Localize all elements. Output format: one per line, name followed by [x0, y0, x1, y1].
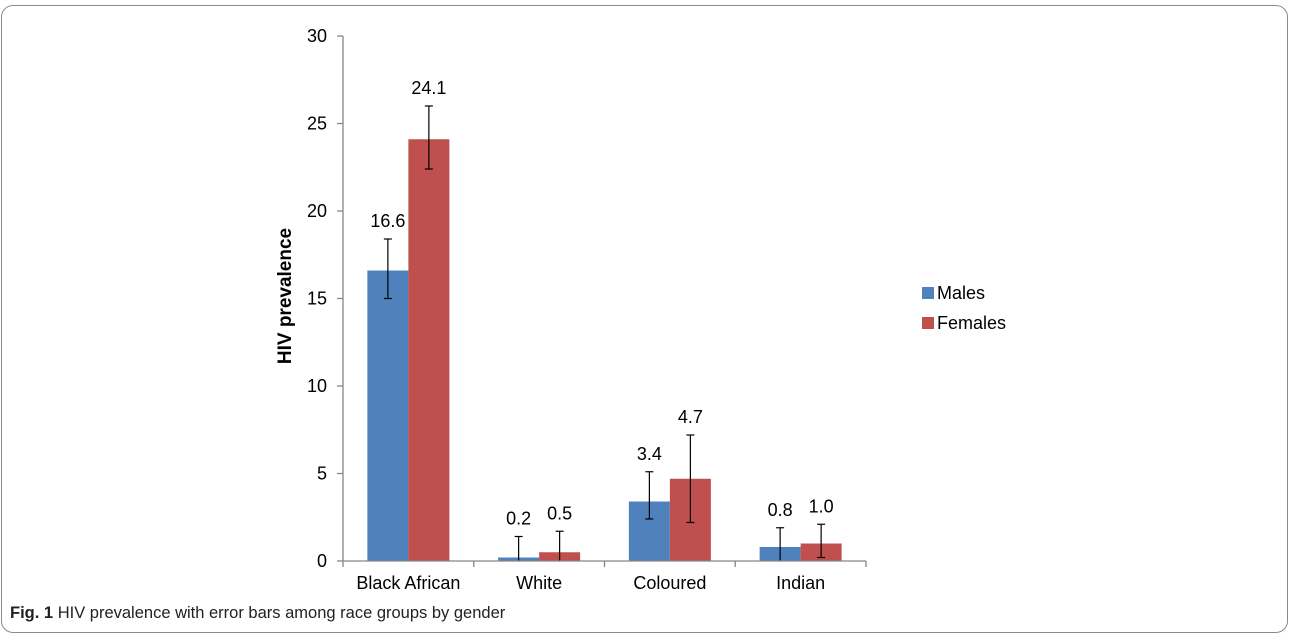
legend-swatch-females [922, 317, 934, 329]
figure-caption: Fig. 1 HIV prevalence with error bars am… [10, 604, 505, 623]
y-tick-label: 30 [307, 26, 327, 46]
data-label: 0.5 [547, 503, 572, 523]
data-label: 16.6 [370, 211, 405, 231]
data-label: 1.0 [809, 496, 834, 516]
y-axis-label: HIV prevalence [275, 228, 296, 364]
y-tick-label: 25 [307, 114, 327, 134]
data-label: 0.2 [506, 509, 531, 529]
data-label: 0.8 [768, 500, 793, 520]
error-bars [383, 105, 826, 561]
bar-females [408, 139, 450, 561]
y-tick-label: 10 [307, 376, 327, 396]
y-tick-label: 0 [317, 551, 327, 571]
legend: Males Females [922, 283, 1006, 333]
y-tick-label: 5 [317, 464, 327, 484]
bars [367, 139, 842, 561]
figure-label: Fig. 1 [10, 604, 54, 622]
data-labels: 16.6 0.2 3.4 0.8 24.1 0.5 4.7 1.0 [370, 78, 833, 529]
x-tick-label: Indian [776, 573, 825, 593]
y-tick-label: 20 [307, 201, 327, 221]
figure-caption-text: HIV prevalence with error bars among rac… [57, 604, 506, 622]
x-tick-label: Black African [356, 573, 460, 593]
data-label: 24.1 [411, 78, 446, 98]
y-tick-label: 15 [307, 289, 327, 309]
legend-label-females: Females [937, 313, 1006, 333]
legend-label-males: Males [937, 283, 985, 303]
data-label: 3.4 [637, 444, 662, 464]
bar-males [367, 270, 409, 561]
x-axis: Black African White Coloured Indian [342, 560, 867, 593]
legend-swatch-males [922, 287, 934, 299]
y-axis: 0 5 10 15 20 25 30 [307, 26, 344, 571]
x-tick-label: Coloured [633, 573, 706, 593]
data-label: 4.7 [678, 407, 703, 427]
x-tick-label: White [516, 573, 562, 593]
